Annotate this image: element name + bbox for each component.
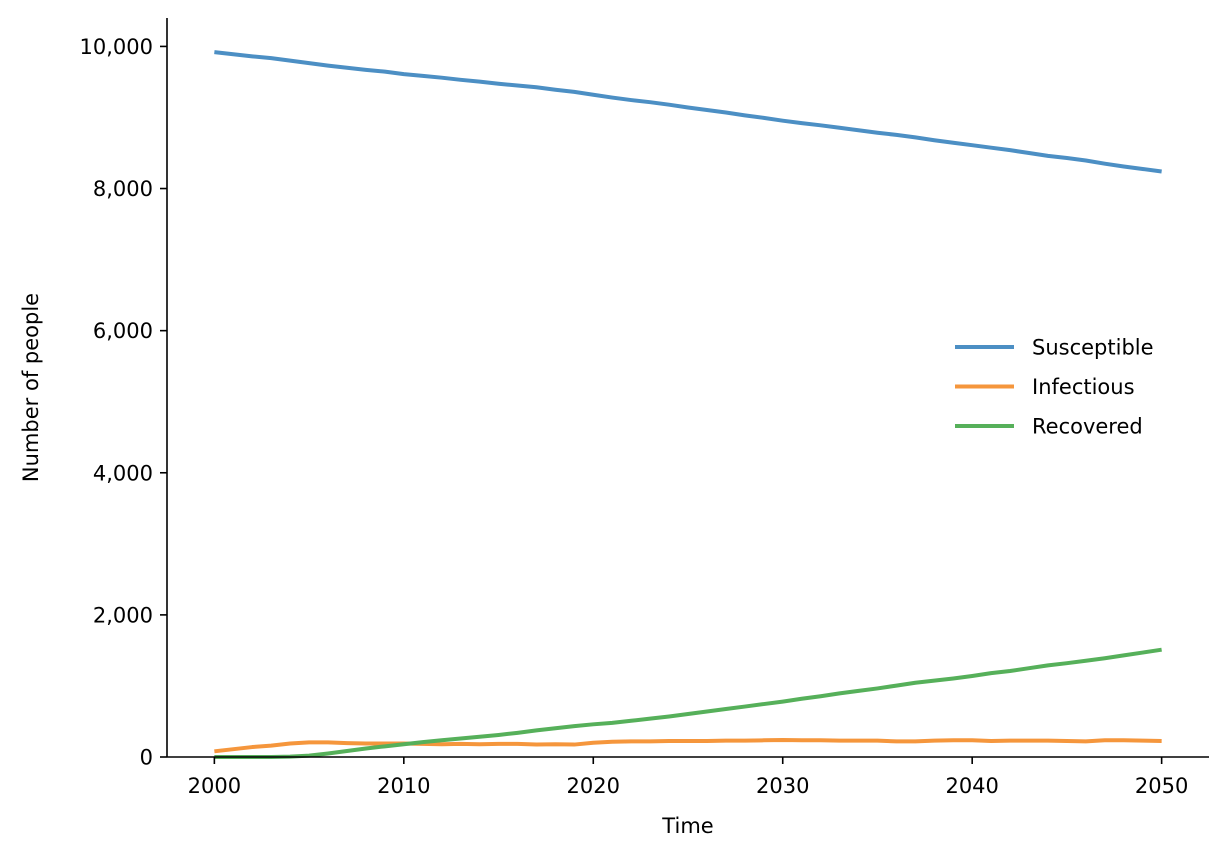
x-axis-title: Time bbox=[661, 814, 713, 838]
y-tick-label: 6,000 bbox=[93, 319, 153, 343]
y-tick-label: 4,000 bbox=[93, 461, 153, 485]
x-tick-label: 2050 bbox=[1135, 774, 1188, 798]
legend-label-infectious: Infectious bbox=[1032, 375, 1135, 399]
ticks-layer: 2000 2010 2020 2030 2040 2050 0 2,000 4,000 6,000… bbox=[80, 35, 1189, 798]
series-layer bbox=[214, 50, 1162, 759]
x-tick-label: 2040 bbox=[945, 774, 998, 798]
y-tick-label: 10,000 bbox=[80, 35, 153, 59]
legend-label-recovered: Recovered bbox=[1032, 415, 1143, 439]
series-line-recovered bbox=[214, 647, 1162, 759]
y-axis-title: Number of people bbox=[19, 293, 43, 482]
x-tick-label: 2020 bbox=[567, 774, 620, 798]
series-line-susceptible bbox=[214, 50, 1162, 174]
axes-layer bbox=[166, 18, 1209, 758]
y-tick-label: 2,000 bbox=[93, 603, 153, 627]
legend: Susceptible Infectious Recovered bbox=[955, 336, 1154, 439]
series-line-infectious bbox=[214, 737, 1162, 754]
x-tick-label: 2010 bbox=[377, 774, 430, 798]
x-tick-label: 2030 bbox=[756, 774, 809, 798]
x-tick-label: 2000 bbox=[188, 774, 241, 798]
y-tick-label: 0 bbox=[140, 746, 153, 770]
y-tick-label: 8,000 bbox=[93, 177, 153, 201]
legend-label-susceptible: Susceptible bbox=[1032, 336, 1154, 360]
